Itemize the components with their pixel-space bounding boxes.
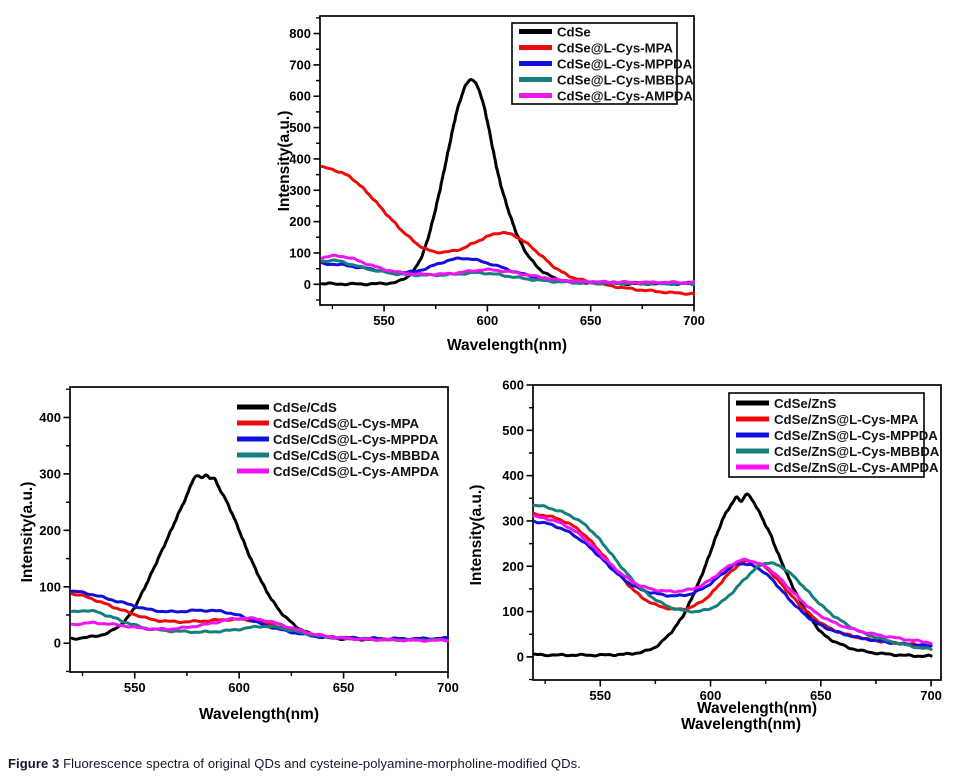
x-tick-label: 700 (683, 313, 705, 328)
series-group-cdse (320, 78, 695, 296)
y-tick-label: 0 (517, 649, 524, 664)
y-tick-label: 0 (304, 277, 311, 292)
y-tick-label: 300 (502, 513, 524, 528)
legend-label: CdSe/ZnS@L-Cys-AMPDA (774, 460, 939, 475)
y-tick-label: 500 (289, 120, 311, 135)
y-tick-label: 400 (39, 410, 61, 425)
y-tick-label: 300 (39, 466, 61, 481)
x-axis-title: Wavelength(nm) (681, 716, 801, 733)
x-tick-label: 600 (228, 680, 250, 695)
series-line-black (70, 473, 449, 642)
y-tick-label: 100 (289, 245, 311, 260)
x-tick-label: 550 (373, 313, 395, 328)
y-tick-label: 600 (502, 378, 524, 393)
x-tick-label: 650 (580, 313, 602, 328)
y-axis-title: Intensity(a.u.) (19, 482, 36, 583)
series-line-magenta (70, 616, 449, 643)
y-tick-label: 600 (289, 89, 311, 104)
x-tick-label: 550 (589, 688, 611, 703)
legend-label: CdSe/ZnS@L-Cys-MBBDA (774, 444, 940, 459)
plot-frame-cdse (319, 15, 695, 306)
x-tick-label: 650 (810, 688, 832, 703)
plot-frame-cdse-cds (69, 386, 449, 673)
y-tick-label: 800 (289, 26, 311, 41)
y-tick-label: 100 (39, 579, 61, 594)
chart-cdse-zns: 550 600 650 7000100200300400500600Wavelengt… (468, 378, 942, 734)
legend-label: CdSe@L-Cys-AMPDA (557, 88, 693, 103)
y-tick-label: 0 (54, 636, 61, 651)
y-tick-label: 500 (502, 423, 524, 438)
x-tick-label: 700 (437, 680, 459, 695)
y-tick-label: 200 (502, 559, 524, 574)
series-line-black (532, 492, 933, 658)
legend-cdse-zns: CdSe/ZnSCdSe/ZnS@L-Cys-MPACdSe/ZnS@L-Cys… (728, 392, 940, 478)
x-tick-label: 600 (700, 688, 722, 703)
legend-label: CdSe/ZnS (774, 396, 836, 411)
series-line-red (320, 165, 695, 296)
legend-cdse: CdSeCdSe@L-Cys-MPACdSe@L-Cys-MPPDACdSe@L… (511, 22, 694, 105)
legend-label: CdSe/CdS (273, 400, 337, 415)
x-tick-label: 550 (124, 680, 146, 695)
caption-label: Figure 3 (8, 756, 60, 771)
legend-label: CdSe/CdS@L-Cys-AMPDA (273, 464, 439, 479)
y-axis-title: Intensity(a.u.) (468, 485, 485, 586)
y-axis-title: Intensity(a.u.) (276, 111, 293, 212)
series-line-magenta (320, 253, 695, 285)
legend-label: CdSe/CdS@L-Cys-MPA (273, 416, 419, 431)
series-group-cdse-zns (532, 492, 933, 658)
legend-label: CdSe/CdS@L-Cys-MPPDA (273, 432, 439, 447)
x-axis-title: Wavelength(nm) (697, 700, 817, 717)
legend-label: CdSe@L-Cys-MPPDA (557, 56, 693, 71)
y-tick-label: 100 (502, 604, 524, 619)
series-line-magenta (532, 514, 933, 645)
legend-label: CdSe (557, 24, 591, 39)
caption-text: Fluorescence spectra of original QDs and… (59, 756, 581, 771)
series-line-blue (532, 519, 933, 648)
y-tick-label: 700 (289, 57, 311, 72)
chart-cdse: 550 600 650 700 0 100 200 300 400 500 600 700 800 Wav… (276, 15, 705, 354)
legend-label: CdSe/CdS@L-Cys-MBBDA (273, 448, 440, 463)
legend-label: CdSe/ZnS@L-Cys-MPPDA (774, 428, 938, 443)
figure-caption: Figure 3 Fluorescence spectra of origina… (8, 756, 581, 771)
legend-cdse-cds: CdSe/CdSCdSe/CdS@L-Cys-MPACdSe/CdS@L-Cys… (237, 400, 440, 479)
series-line-teal (532, 503, 933, 651)
y-tick-label: 400 (502, 468, 524, 483)
y-tick-label: 400 (289, 151, 311, 166)
x-axis-title: Wavelength(nm) (199, 706, 319, 723)
x-tick-label: 700 (920, 688, 942, 703)
x-axis-title: Wavelength(nm) (447, 337, 567, 354)
legend-label: CdSe/ZnS@L-Cys-MPA (774, 412, 919, 427)
chart-cdse-cds: 550 600 650 700 0 100 200 300 400 Wavelength(nm) I… (19, 386, 459, 723)
legend-label: CdSe@L-Cys-MPA (557, 40, 673, 55)
y-tick-label: 300 (289, 183, 311, 198)
series-group-cdse-cds (70, 473, 449, 643)
series-line-black (320, 78, 695, 287)
x-tick-label: 650 (333, 680, 355, 695)
y-tick-label: 200 (39, 523, 61, 538)
y-tick-label: 200 (289, 214, 311, 229)
legend-label: CdSe@L-Cys-MBBDA (557, 72, 694, 87)
x-tick-label: 600 (477, 313, 499, 328)
plot-frame-cdse-zns (532, 384, 942, 681)
figure-canvas: 550 600 650 700 0 100 200 300 400 500 600 700 800 Wav… (19, 15, 942, 734)
